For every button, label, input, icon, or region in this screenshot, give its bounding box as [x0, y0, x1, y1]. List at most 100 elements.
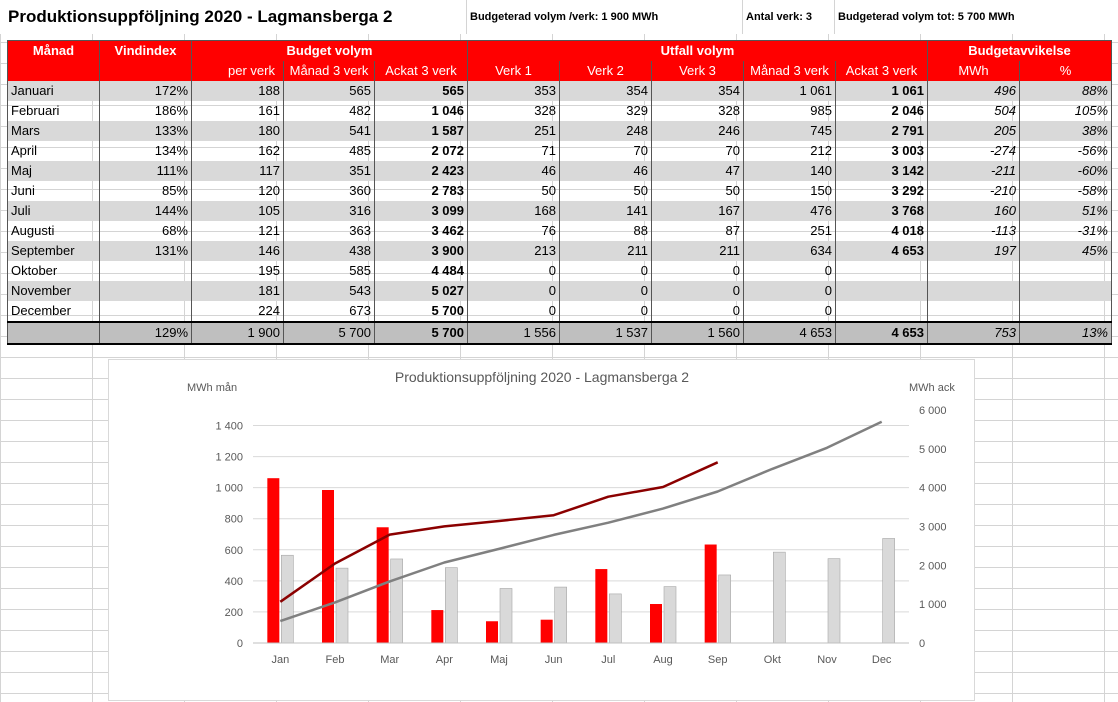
cell-budget-manad[interactable]: 543 — [283, 281, 375, 301]
cell-avvikelse-mwh[interactable]: 753 — [927, 321, 1020, 345]
cell-budget-per-verk[interactable]: 161 — [191, 101, 284, 121]
cell-manad[interactable]: Februari — [7, 101, 100, 121]
cell-avvikelse-mwh[interactable] — [927, 301, 1020, 322]
cell-utfall-ackat[interactable] — [835, 261, 928, 281]
cell-avvikelse-mwh[interactable] — [927, 261, 1020, 281]
cell-avvikelse-mwh[interactable]: 496 — [927, 81, 1020, 101]
cell-utfall-ackat[interactable]: 3 142 — [835, 161, 928, 181]
cell-vindindex[interactable]: 68% — [99, 221, 192, 241]
cell-budget-ackat[interactable]: 1 587 — [374, 121, 468, 141]
cell-verk-2[interactable]: 0 — [559, 281, 652, 301]
cell-verk-3[interactable]: 47 — [651, 161, 744, 181]
cell-budget-ackat[interactable]: 5 700 — [374, 321, 468, 345]
cell-utfall-ackat[interactable]: 4 653 — [835, 321, 928, 345]
cell-utfall-manad[interactable]: 251 — [743, 221, 836, 241]
cell-budget-manad[interactable]: 485 — [283, 141, 375, 161]
cell-vindindex[interactable]: 111% — [99, 161, 192, 181]
cell-verk-1[interactable]: 1 556 — [467, 321, 560, 345]
cell-vindindex[interactable]: 172% — [99, 81, 192, 101]
cell-budget-manad[interactable]: 5 700 — [283, 321, 375, 345]
cell-vindindex[interactable] — [99, 281, 192, 301]
cell-vindindex[interactable] — [99, 301, 192, 322]
cell-verk-2[interactable]: 248 — [559, 121, 652, 141]
cell-utfall-manad[interactable]: 634 — [743, 241, 836, 261]
cell-utfall-ackat[interactable]: 3 768 — [835, 201, 928, 221]
cell-budget-ackat[interactable]: 1 046 — [374, 101, 468, 121]
cell-avvikelse-pct[interactable] — [1019, 261, 1112, 281]
cell-verk-3[interactable]: 354 — [651, 81, 744, 101]
cell-manad[interactable]: November — [7, 281, 100, 301]
cell-manad[interactable]: Juni — [7, 181, 100, 201]
cell-verk-2[interactable]: 141 — [559, 201, 652, 221]
cell-avvikelse-mwh[interactable]: 205 — [927, 121, 1020, 141]
cell-avvikelse-pct[interactable] — [1019, 281, 1112, 301]
cell-avvikelse-pct[interactable]: -56% — [1019, 141, 1112, 161]
cell-verk-3[interactable]: 0 — [651, 301, 744, 322]
cell-utfall-ackat[interactable] — [835, 301, 928, 322]
cell-vindindex[interactable]: 133% — [99, 121, 192, 141]
cell-budget-per-verk[interactable]: 162 — [191, 141, 284, 161]
cell-utfall-ackat[interactable]: 3 003 — [835, 141, 928, 161]
cell-budget-ackat[interactable]: 3 462 — [374, 221, 468, 241]
cell-verk-2[interactable]: 0 — [559, 301, 652, 322]
cell-budget-ackat[interactable]: 565 — [374, 81, 468, 101]
cell-budget-per-verk[interactable]: 181 — [191, 281, 284, 301]
cell-budget-manad[interactable]: 565 — [283, 81, 375, 101]
cell-manad[interactable]: Augusti — [7, 221, 100, 241]
cell-avvikelse-mwh[interactable]: 160 — [927, 201, 1020, 221]
cell-budget-manad[interactable]: 482 — [283, 101, 375, 121]
cell-vindindex[interactable]: 186% — [99, 101, 192, 121]
cell-budget-ackat[interactable]: 5 027 — [374, 281, 468, 301]
cell-budget-manad[interactable]: 673 — [283, 301, 375, 322]
cell-manad[interactable]: Maj — [7, 161, 100, 181]
cell-verk-3[interactable]: 328 — [651, 101, 744, 121]
cell-budget-per-verk[interactable]: 120 — [191, 181, 284, 201]
cell-verk-2[interactable]: 354 — [559, 81, 652, 101]
cell-avvikelse-mwh[interactable]: -274 — [927, 141, 1020, 161]
cell-manad[interactable]: Oktober — [7, 261, 100, 281]
cell-verk-1[interactable]: 251 — [467, 121, 560, 141]
cell-utfall-ackat[interactable] — [835, 281, 928, 301]
cell-utfall-manad[interactable]: 476 — [743, 201, 836, 221]
cell-utfall-manad[interactable]: 745 — [743, 121, 836, 141]
cell-budget-manad[interactable]: 360 — [283, 181, 375, 201]
cell-verk-3[interactable]: 167 — [651, 201, 744, 221]
cell-verk-2[interactable]: 88 — [559, 221, 652, 241]
cell-verk-1[interactable]: 46 — [467, 161, 560, 181]
cell-manad[interactable] — [7, 321, 100, 345]
cell-verk-2[interactable]: 1 537 — [559, 321, 652, 345]
cell-budget-per-verk[interactable]: 1 900 — [191, 321, 284, 345]
cell-utfall-manad[interactable]: 0 — [743, 261, 836, 281]
cell-verk-2[interactable]: 0 — [559, 261, 652, 281]
cell-utfall-ackat[interactable]: 2 791 — [835, 121, 928, 141]
cell-utfall-ackat[interactable]: 1 061 — [835, 81, 928, 101]
cell-manad[interactable]: Mars — [7, 121, 100, 141]
cell-verk-2[interactable]: 46 — [559, 161, 652, 181]
cell-verk-1[interactable]: 328 — [467, 101, 560, 121]
cell-verk-3[interactable]: 211 — [651, 241, 744, 261]
cell-utfall-ackat[interactable]: 2 046 — [835, 101, 928, 121]
cell-budget-ackat[interactable]: 4 484 — [374, 261, 468, 281]
cell-budget-ackat[interactable]: 5 700 — [374, 301, 468, 322]
cell-budget-per-verk[interactable]: 195 — [191, 261, 284, 281]
cell-manad[interactable]: Januari — [7, 81, 100, 101]
cell-utfall-manad[interactable]: 212 — [743, 141, 836, 161]
cell-verk-3[interactable]: 50 — [651, 181, 744, 201]
cell-avvikelse-pct[interactable]: 13% — [1019, 321, 1112, 345]
cell-vindindex[interactable]: 134% — [99, 141, 192, 161]
cell-budget-manad[interactable]: 351 — [283, 161, 375, 181]
cell-utfall-ackat[interactable]: 4 653 — [835, 241, 928, 261]
cell-verk-1[interactable]: 71 — [467, 141, 560, 161]
cell-utfall-ackat[interactable]: 3 292 — [835, 181, 928, 201]
cell-verk-1[interactable]: 213 — [467, 241, 560, 261]
cell-budget-manad[interactable]: 316 — [283, 201, 375, 221]
cell-budget-manad[interactable]: 438 — [283, 241, 375, 261]
cell-utfall-manad[interactable]: 0 — [743, 281, 836, 301]
cell-avvikelse-pct[interactable]: -58% — [1019, 181, 1112, 201]
cell-avvikelse-mwh[interactable]: -113 — [927, 221, 1020, 241]
cell-verk-2[interactable]: 211 — [559, 241, 652, 261]
cell-budget-ackat[interactable]: 3 099 — [374, 201, 468, 221]
cell-budget-ackat[interactable]: 3 900 — [374, 241, 468, 261]
cell-avvikelse-mwh[interactable]: 504 — [927, 101, 1020, 121]
cell-avvikelse-pct[interactable] — [1019, 301, 1112, 322]
